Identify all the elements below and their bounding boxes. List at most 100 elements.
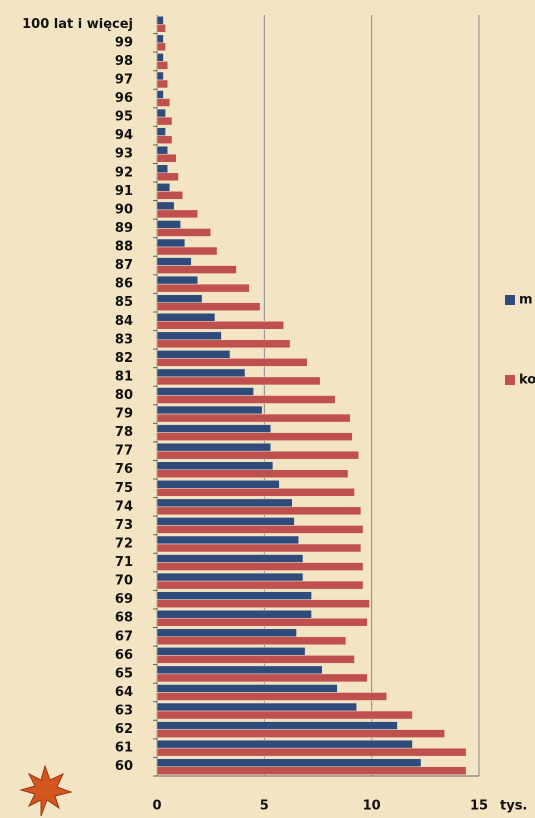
bar <box>157 154 176 162</box>
x-tick-label: 5 <box>260 799 269 814</box>
bar <box>157 592 312 600</box>
bar <box>157 16 163 24</box>
bar <box>157 173 178 181</box>
y-tick-label: 98 <box>115 54 133 69</box>
bar <box>157 303 260 311</box>
bar <box>157 462 273 470</box>
y-tick-label: 92 <box>115 165 133 180</box>
bar <box>157 480 279 488</box>
bar <box>157 443 271 451</box>
bar <box>157 544 361 552</box>
bar <box>157 146 168 154</box>
bar <box>157 629 297 637</box>
y-tick-label: 95 <box>115 110 133 125</box>
bar <box>157 767 466 775</box>
chart: tys. 05101560616263646566676869707172737… <box>0 0 535 818</box>
bar <box>157 451 359 459</box>
bar <box>157 72 163 80</box>
bar <box>157 284 249 292</box>
bar <box>157 258 191 266</box>
y-tick-label: 74 <box>115 499 133 514</box>
x-tick-label: 15 <box>470 799 488 814</box>
bar <box>157 647 305 655</box>
x-tick-label: 10 <box>363 799 381 814</box>
y-tick-label: 87 <box>115 258 133 273</box>
bar <box>157 35 163 43</box>
bar <box>157 655 354 663</box>
y-tick-label: 63 <box>115 704 133 719</box>
y-tick-label: 65 <box>115 666 133 681</box>
page: tys. 05101560616263646566676869707172737… <box>0 0 535 818</box>
bar <box>157 396 335 404</box>
y-tick-label: 80 <box>115 388 133 403</box>
y-tick-label: 90 <box>115 202 133 217</box>
bar <box>157 703 357 711</box>
y-tick-label: 62 <box>115 722 133 737</box>
legend-swatch <box>505 375 515 385</box>
y-tick-label: 72 <box>115 536 133 551</box>
bar <box>157 183 170 191</box>
bar <box>157 191 183 199</box>
y-tick-label: 66 <box>115 648 133 663</box>
bar <box>157 414 350 422</box>
y-tick-label: 100 lat i więcej <box>22 17 133 32</box>
bar <box>157 266 236 274</box>
bar <box>157 202 174 210</box>
bar <box>157 748 466 756</box>
bar <box>157 91 163 99</box>
bar <box>157 388 254 396</box>
bar <box>157 220 181 228</box>
bar <box>157 740 412 748</box>
bar <box>157 369 245 377</box>
bar <box>157 128 166 136</box>
bar <box>157 165 168 173</box>
y-tick-label: 82 <box>115 351 133 366</box>
bar <box>157 555 303 563</box>
bar <box>157 406 262 414</box>
bar <box>157 43 166 51</box>
y-tick-label: 71 <box>115 555 133 570</box>
bar <box>157 117 172 125</box>
y-tick-label: 99 <box>115 35 133 50</box>
y-tick-label: 88 <box>115 240 133 255</box>
bar <box>157 525 363 533</box>
y-tick-label: 94 <box>115 128 133 143</box>
bar <box>157 276 198 284</box>
y-tick-label: 93 <box>115 147 133 162</box>
bar <box>157 377 320 385</box>
y-tick-label: 79 <box>115 407 133 422</box>
bar <box>157 666 322 674</box>
bar <box>157 109 166 117</box>
y-tick-label: 61 <box>115 741 133 756</box>
y-tick-label: 69 <box>115 592 133 607</box>
bar <box>157 313 215 321</box>
y-tick-label: 60 <box>115 759 133 774</box>
legend-swatch <box>505 295 515 305</box>
bar <box>157 684 337 692</box>
bar <box>157 618 367 626</box>
bar <box>157 692 387 700</box>
y-tick-label: 67 <box>115 629 133 644</box>
bar <box>157 350 230 358</box>
bar <box>157 499 292 507</box>
bar <box>157 488 354 496</box>
bar <box>157 425 271 433</box>
bar <box>157 536 299 544</box>
x-unit: tys. <box>500 799 527 814</box>
bar <box>157 563 363 571</box>
y-tick-label: 81 <box>115 369 133 384</box>
bar <box>157 722 397 730</box>
y-tick-label: 77 <box>115 444 133 459</box>
y-tick-label: 68 <box>115 611 133 626</box>
bar <box>157 433 352 441</box>
bar <box>157 332 221 340</box>
y-tick-label: 84 <box>115 314 133 329</box>
bar <box>157 600 370 608</box>
bar <box>157 228 211 236</box>
bar <box>157 61 168 69</box>
y-tick-label: 70 <box>115 574 133 589</box>
bar <box>157 517 294 525</box>
bar <box>157 470 348 478</box>
y-tick-label: 86 <box>115 277 133 292</box>
y-tick-label: 85 <box>115 295 133 310</box>
